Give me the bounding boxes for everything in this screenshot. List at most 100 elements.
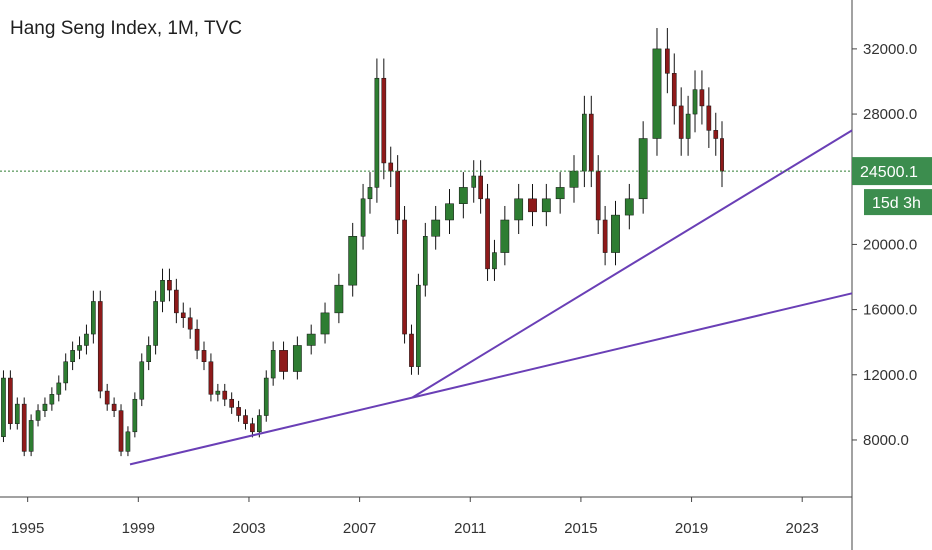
candle-body [91, 301, 96, 335]
candle-body [118, 410, 124, 452]
candle-body [250, 423, 255, 433]
candle-body [42, 403, 48, 411]
candle-body [671, 73, 677, 107]
candle-body [638, 138, 648, 200]
candle-body [692, 89, 698, 115]
last-price-tag [852, 157, 932, 186]
candle-body [395, 170, 400, 221]
candle-body [201, 350, 207, 363]
candle-body [665, 48, 670, 74]
candle-body [77, 345, 82, 351]
candle-body [1, 377, 6, 437]
candle-body [514, 198, 524, 221]
candle-body [381, 77, 387, 164]
candle-body [720, 138, 724, 172]
x-tick-label: 1995 [11, 520, 44, 537]
last-price-label: 24500.1 [860, 164, 918, 181]
chart-title: Hang Seng Index, 1M, TVC [10, 18, 242, 39]
x-tick-label: 2015 [564, 520, 597, 537]
y-tick-label: 12000.0 [863, 367, 917, 384]
candle-body [167, 280, 172, 291]
candle-body [416, 284, 421, 367]
candle-body [292, 345, 302, 372]
candle-body [458, 187, 468, 204]
y-tick-label: 20000.0 [863, 236, 917, 253]
candle-body [63, 361, 69, 384]
candle-body [174, 289, 179, 314]
candle-body [111, 403, 117, 411]
candle-body [569, 170, 579, 188]
candle-body [445, 203, 454, 221]
candle-body [360, 198, 366, 237]
candle-body [125, 431, 131, 452]
candle-body [215, 390, 221, 395]
candle-body [374, 77, 380, 188]
candle-body [132, 398, 138, 433]
candle-body [478, 175, 483, 200]
candle-body [431, 219, 441, 237]
candle-body [652, 48, 662, 139]
candle-body [528, 198, 537, 213]
candle-body [348, 236, 358, 286]
candle-body [582, 113, 587, 172]
candle-body [257, 415, 262, 433]
candle-body [624, 198, 634, 216]
candle-body [153, 301, 158, 346]
candle-body [485, 198, 490, 270]
candle-body [236, 407, 241, 416]
candle-body [180, 312, 186, 319]
candle-body [14, 403, 20, 424]
candle-body [139, 361, 145, 400]
candle-body [104, 390, 110, 405]
candle-body [595, 170, 601, 221]
candle-body [541, 198, 551, 213]
trendline [129, 292, 853, 466]
candle-body [713, 130, 719, 139]
candle-body [334, 284, 344, 314]
candle-body [306, 333, 316, 346]
x-tick-label: 2003 [232, 520, 265, 537]
candle-body [388, 162, 394, 172]
candle-body [8, 377, 13, 424]
y-tick-label: 32000.0 [863, 41, 917, 58]
candle-body [56, 382, 62, 395]
countdown-label: 15d 3h [872, 195, 921, 212]
countdown-tag [864, 189, 932, 216]
x-tick-label: 2011 [454, 520, 486, 537]
x-tick-label: 2023 [786, 520, 819, 537]
candle-body [28, 420, 34, 452]
candle-body [21, 403, 27, 452]
x-tick-label: 1999 [122, 520, 155, 537]
candle-body [706, 105, 712, 131]
x-tick-label: 2019 [675, 520, 708, 537]
candle-body [422, 236, 428, 286]
candle-body [222, 390, 228, 400]
candle-body [492, 252, 497, 270]
candle-body [70, 350, 75, 363]
candle-body [35, 410, 41, 421]
candle-body [471, 175, 477, 188]
candle-body [229, 398, 234, 408]
candle-body [611, 214, 620, 253]
candle-body [402, 219, 407, 335]
candle-body [500, 219, 510, 253]
candle-body [84, 333, 89, 346]
candle-body [367, 187, 373, 200]
candle-body [555, 187, 565, 200]
candle-body [602, 219, 608, 253]
candle-body [187, 317, 193, 330]
candle-body [49, 394, 55, 405]
candle-body [685, 113, 691, 139]
candle-body [409, 333, 414, 367]
x-tick-label: 2007 [343, 520, 376, 537]
trendline [411, 129, 853, 399]
candle-body [320, 312, 330, 335]
candle-body [279, 350, 288, 372]
candle-body [97, 301, 103, 392]
candle-body [146, 345, 152, 363]
candle-body [270, 350, 276, 379]
candle-body [263, 377, 269, 416]
candle-body [678, 105, 684, 139]
